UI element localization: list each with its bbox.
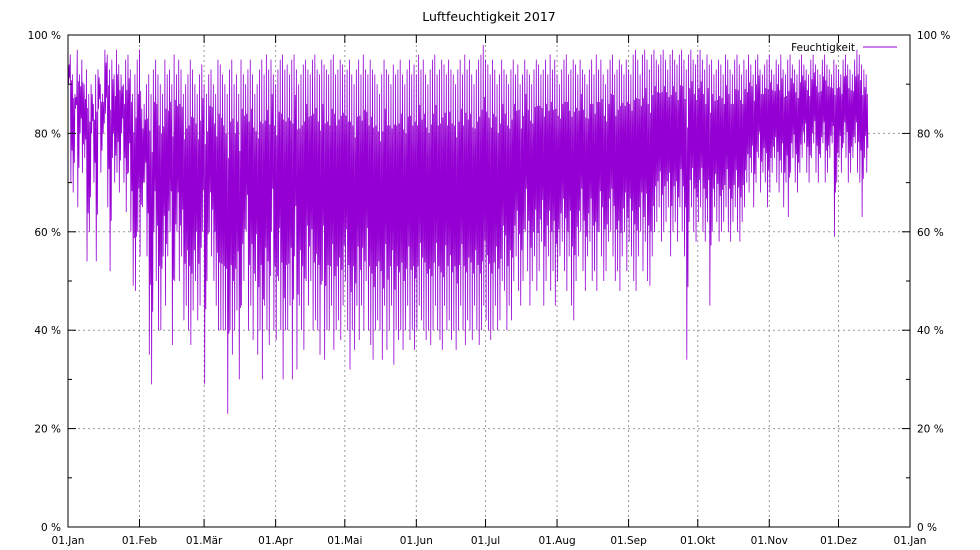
y-tick-label-left: 20 % — [34, 424, 61, 436]
legend: Feuchtigkeit — [791, 42, 897, 54]
series-feuchtigkeit — [67, 44, 869, 414]
x-tick-label: 01.Okt — [680, 535, 715, 547]
x-tick-label: 01.Sep — [610, 535, 647, 547]
x-tick-label: 01.Jan — [894, 535, 927, 547]
x-tick-label: 01.Jun — [400, 535, 433, 547]
x-tick-label: 01.Feb — [122, 535, 158, 547]
x-tick-label: 01.Jul — [471, 535, 500, 547]
y-tick-label-right: 80 % — [917, 128, 944, 140]
x-tick-label: 01.Dez — [820, 535, 857, 547]
y-tick-label-right: 20 % — [917, 424, 944, 436]
x-tick-label: 01.Aug — [538, 535, 575, 547]
legend-label: Feuchtigkeit — [791, 42, 855, 54]
y-tick-label-right: 0 % — [917, 522, 937, 534]
y-tick-label-right: 100 % — [917, 30, 950, 42]
y-tick-label-left: 60 % — [34, 227, 61, 239]
x-tick-label: 01.Apr — [258, 535, 294, 547]
x-tick-label: 01.Nov — [751, 535, 788, 547]
y-tick-label-left: 40 % — [34, 325, 61, 337]
series-line-feuchtigkeit — [67, 44, 869, 414]
x-tick-label: 01.Jan — [52, 535, 85, 547]
y-tick-label-left: 80 % — [34, 128, 61, 140]
y-tick-label-left: 100 % — [28, 30, 61, 42]
tick-labels: 0 % 0 % 20 % 20 % 40 % 40 % 60 % 60 % 80 % 80 % 10… — [28, 30, 951, 547]
chart-title: Luftfeuchtigkeit 2017 — [422, 9, 556, 24]
x-tick-label: 01.Mai — [327, 535, 362, 547]
x-tick-label: 01.Mär — [186, 535, 223, 547]
y-tick-label-right: 60 % — [917, 227, 944, 239]
axis-ticks — [67, 34, 911, 528]
y-tick-label-left: 0 % — [41, 522, 61, 534]
y-tick-label-right: 40 % — [917, 325, 944, 337]
